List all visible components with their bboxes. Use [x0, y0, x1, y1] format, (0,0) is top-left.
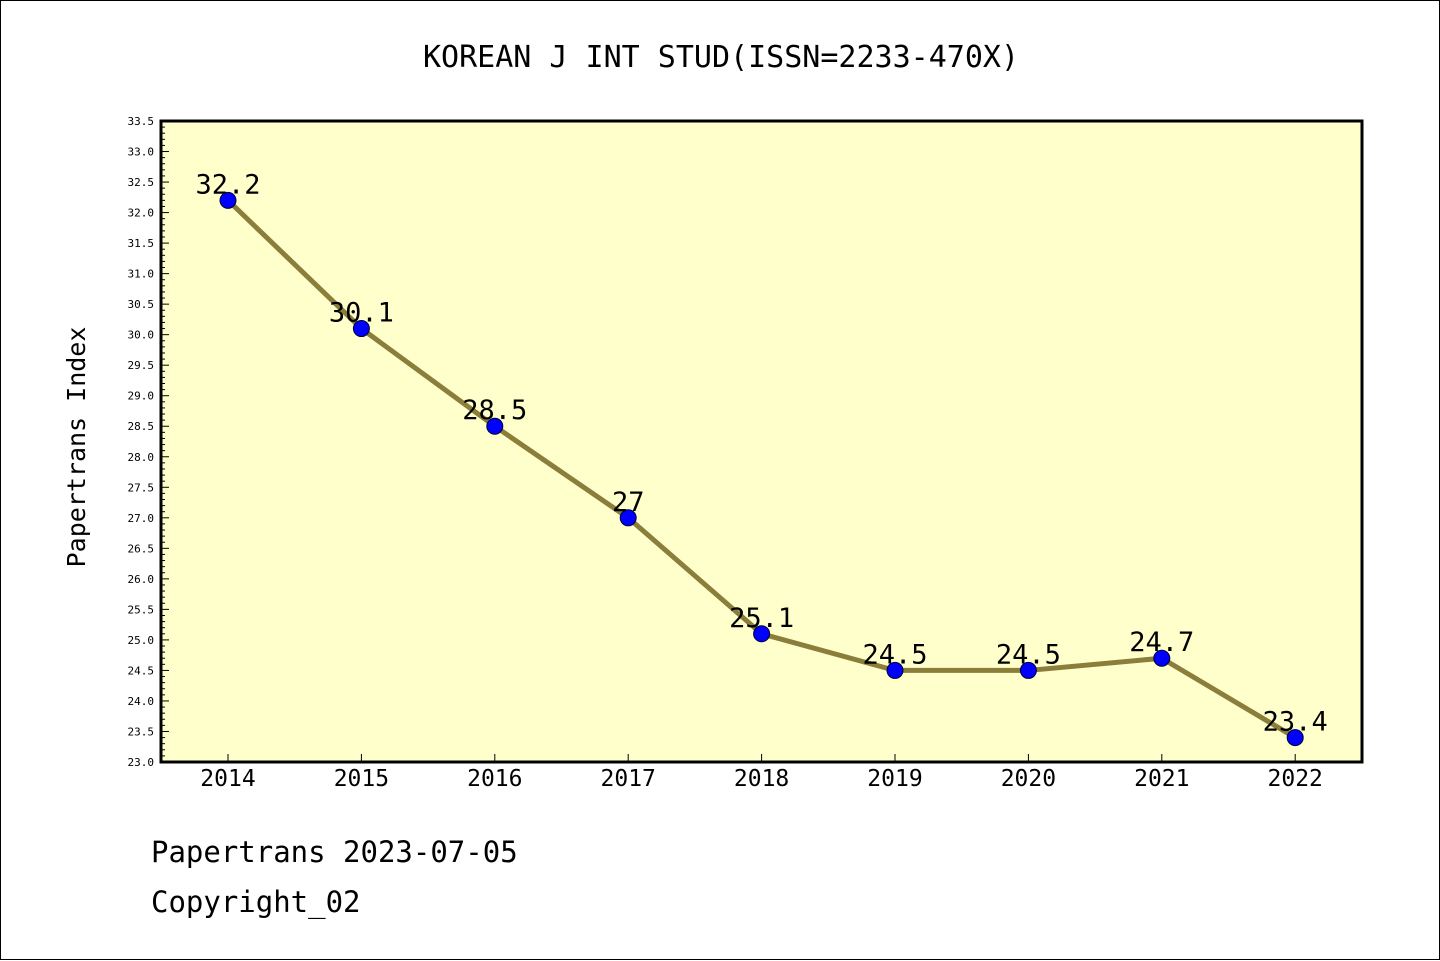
y-tick-label: 28.0 — [128, 451, 155, 464]
data-point — [1019, 661, 1037, 679]
data-point — [1153, 649, 1171, 667]
x-tick-label: 2018 — [734, 766, 789, 792]
data-point — [1286, 729, 1304, 747]
y-tick-label: 30.0 — [128, 329, 155, 342]
y-tick-label: 25.5 — [128, 603, 155, 616]
x-tick-label: 2015 — [334, 766, 389, 792]
data-point — [619, 509, 637, 527]
data-label: 23.4 — [1263, 707, 1328, 738]
data-label: 25.1 — [729, 603, 794, 634]
y-tick-label: 32.0 — [128, 207, 155, 220]
x-tick-label: 2022 — [1268, 766, 1323, 792]
data-label: 27 — [612, 487, 645, 518]
plot-border — [159, 119, 1364, 764]
y-tick-label: 30.5 — [128, 298, 155, 311]
y-tick-label: 32.5 — [128, 176, 155, 189]
x-tick-label: 2016 — [467, 766, 522, 792]
y-tick-label: 23.0 — [128, 756, 155, 769]
y-tick-label: 24.0 — [128, 695, 155, 708]
y-axis: 23.0 23.5 24.0 24.5 25.0 25.5 26.0 26.5 27.0 27.5… — [128, 115, 169, 769]
y-tick-label: 27.5 — [128, 481, 155, 494]
y-tick-label: 31.5 — [128, 237, 155, 250]
chart-title: KOREAN J INT STUD(ISSN=2233-470X) — [423, 40, 1019, 75]
x-axis: 2014 2015 2016 2017 2018 2019 2020 2021 2022 — [200, 754, 1323, 792]
plot-area — [161, 121, 1362, 762]
y-tick-label: 25.0 — [128, 634, 155, 647]
y-axis-label: Papertrans Index — [62, 327, 91, 568]
y-tick-label: 29.0 — [128, 390, 155, 403]
data-label: 30.1 — [329, 298, 394, 329]
x-tick-label: 2019 — [867, 766, 922, 792]
y-tick-label: 28.5 — [128, 420, 155, 433]
y-tick-label: 23.5 — [128, 725, 155, 738]
x-tick-label: 2021 — [1134, 766, 1189, 792]
data-labels: 32.2 30.1 28.5 27 25.1 24.5 24.5 24.7 23.4 — [195, 169, 1327, 737]
data-point — [219, 191, 237, 209]
data-point — [753, 625, 771, 643]
data-label: 24.5 — [996, 639, 1061, 670]
footer-date: Papertrans 2023-07-05 — [151, 835, 518, 869]
y-tick-label: 27.0 — [128, 512, 155, 525]
data-label: 24.5 — [862, 639, 927, 670]
y-tick-label: 29.5 — [128, 359, 155, 372]
y-tick-label: 33.5 — [128, 115, 155, 128]
data-label: 28.5 — [462, 395, 527, 426]
data-points — [219, 191, 1304, 747]
data-point — [886, 661, 904, 679]
data-label: 24.7 — [1129, 627, 1194, 658]
y-tick-label: 26.5 — [128, 542, 155, 555]
y-tick-label: 31.0 — [128, 268, 155, 281]
data-label: 32.2 — [195, 169, 260, 200]
y-tick-label: 24.5 — [128, 664, 155, 677]
data-point — [352, 320, 370, 338]
x-tick-label: 2017 — [601, 766, 656, 792]
data-point — [486, 417, 504, 435]
x-tick-label: 2020 — [1001, 766, 1056, 792]
footer-copyright: Copyright_02 — [151, 885, 361, 919]
y-tick-label: 33.0 — [128, 146, 155, 159]
y-tick-label: 26.0 — [128, 573, 155, 586]
x-tick-label: 2014 — [200, 766, 255, 792]
